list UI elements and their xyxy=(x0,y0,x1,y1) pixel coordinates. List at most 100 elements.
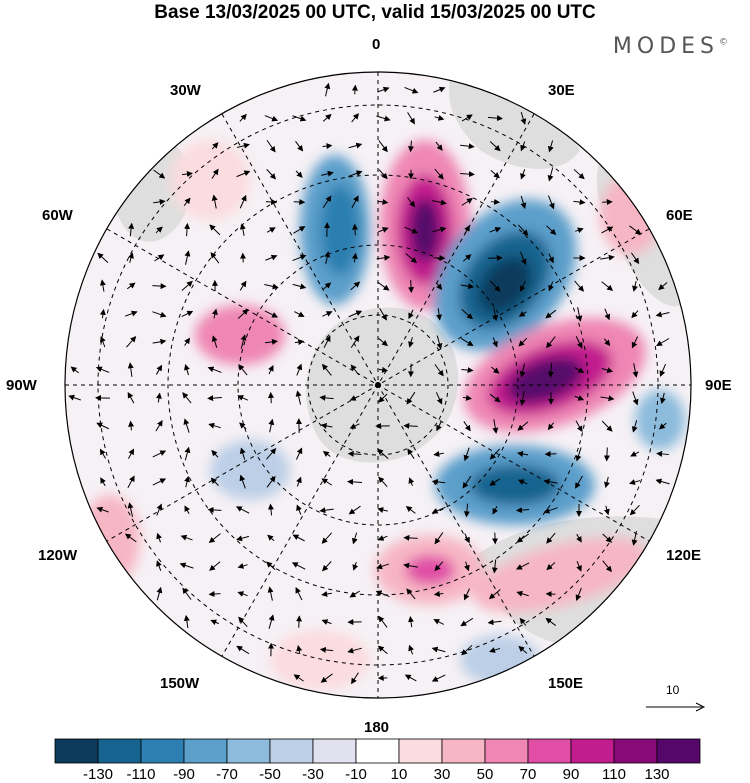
wind-vector xyxy=(378,169,388,180)
wind-vector xyxy=(184,337,191,346)
wind-vector xyxy=(655,478,670,485)
wind-vector xyxy=(431,646,446,653)
wind-vector xyxy=(239,422,247,430)
wind-vector xyxy=(292,115,307,122)
wind-vector xyxy=(574,227,584,234)
colorbar-swatch xyxy=(527,738,572,764)
colorbar-tick-label: 90 xyxy=(562,766,580,783)
wind-vector xyxy=(349,395,360,401)
wind-vector xyxy=(237,395,249,401)
wind-vector xyxy=(519,251,527,266)
colorbar-swatch xyxy=(613,738,658,764)
colorbar-swatch xyxy=(484,738,529,764)
wind-vector xyxy=(347,450,362,457)
wind-vector xyxy=(128,252,134,263)
colorbar-swatch xyxy=(140,738,185,764)
wind-vector xyxy=(600,395,615,402)
wind-vector xyxy=(574,395,585,401)
wind-vector xyxy=(268,614,275,629)
wind-vector xyxy=(183,614,190,629)
colorbar-tick-label: 10 xyxy=(390,766,408,783)
wind-vector xyxy=(464,225,470,235)
colorbar-swatch xyxy=(226,738,271,764)
wind-vector xyxy=(266,475,276,488)
wind-vector xyxy=(604,308,611,321)
wind-vector xyxy=(181,171,193,177)
wind-vector xyxy=(321,478,333,486)
wind-vector xyxy=(155,420,163,432)
wind-vector xyxy=(406,391,416,405)
wind-vector xyxy=(152,450,167,458)
wind-vector xyxy=(408,279,415,294)
wind-vector xyxy=(377,507,388,513)
wind-vector xyxy=(295,447,303,460)
wind-vector xyxy=(152,338,167,345)
wind-vector xyxy=(378,366,389,373)
wind-vector xyxy=(547,363,554,378)
wind-vector xyxy=(152,478,167,486)
wind-vector xyxy=(543,507,558,514)
wind-vector xyxy=(239,194,247,209)
wind-vector xyxy=(432,199,447,206)
wind-vector xyxy=(461,309,474,320)
wind-vector xyxy=(436,335,443,350)
wind-vector xyxy=(266,447,277,460)
wind-vector xyxy=(406,588,416,600)
wind-vector xyxy=(156,560,162,571)
wind-vector xyxy=(520,195,527,210)
wind-vector xyxy=(378,393,388,403)
colorbar-tick-label: -10 xyxy=(345,766,367,783)
wind-vector xyxy=(461,644,473,656)
wind-vector xyxy=(295,587,303,601)
wind-vector xyxy=(237,563,248,569)
wind-vector xyxy=(184,475,190,488)
wind-vector xyxy=(376,115,391,122)
wind-vector xyxy=(460,143,475,150)
wind-vector xyxy=(266,139,276,153)
label-180: 180 xyxy=(364,719,390,736)
wind-vector xyxy=(127,475,135,488)
wind-vector xyxy=(184,363,190,376)
wind-vector xyxy=(601,367,614,373)
wind-vector xyxy=(127,391,135,404)
wind-vector xyxy=(351,672,359,685)
wind-vector xyxy=(576,307,583,322)
wind-vector xyxy=(518,310,527,317)
wind-vector xyxy=(211,335,218,348)
wind-vector xyxy=(181,280,193,291)
colorbar-swatch xyxy=(398,738,443,764)
wind-vector xyxy=(461,338,474,347)
wind-vector xyxy=(631,531,638,546)
wind-vector xyxy=(319,507,334,514)
wind-vector xyxy=(404,226,419,234)
wind-vector xyxy=(490,366,500,374)
colorbar-tick-label: 30 xyxy=(433,766,451,783)
label-60e: 60E xyxy=(666,207,693,224)
wind-vector xyxy=(600,254,615,261)
wind-vector xyxy=(292,534,305,542)
wind-vector xyxy=(433,619,445,625)
wind-vector xyxy=(100,477,106,487)
wind-vector xyxy=(156,586,163,601)
wind-vector xyxy=(404,674,417,682)
wind-vector xyxy=(520,111,527,125)
wind-vector xyxy=(267,503,274,516)
wind-vector xyxy=(463,503,470,518)
wind-vector xyxy=(292,283,307,290)
wind-vector xyxy=(321,619,332,625)
wind-vector xyxy=(97,252,109,263)
wind-vector xyxy=(320,673,333,683)
wind-vector xyxy=(462,475,472,489)
wind-vector xyxy=(319,394,334,401)
wind-vector xyxy=(293,199,306,206)
label-30e: 30E xyxy=(548,82,575,99)
wind-vector xyxy=(296,645,303,655)
wind-vector xyxy=(268,418,275,433)
wind-vector xyxy=(182,587,192,600)
wind-vector xyxy=(517,421,529,431)
wind-vector xyxy=(632,280,638,292)
label-0: 0 xyxy=(372,36,381,53)
wind-vector xyxy=(464,533,470,544)
colorbar-tick-label: 70 xyxy=(519,766,537,783)
wind-vector xyxy=(211,308,218,319)
